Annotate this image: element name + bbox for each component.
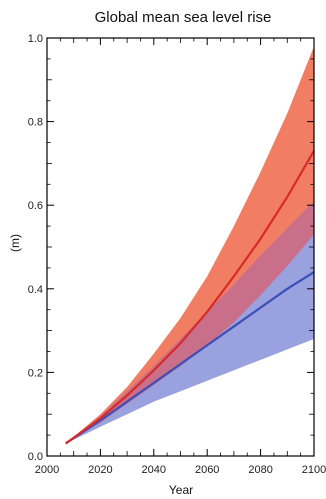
series-line-2 xyxy=(65,271,314,445)
x-tick-label: 2060 xyxy=(195,464,219,476)
y-tick-label: 0.4 xyxy=(28,284,43,296)
axes: 2000 2020 2040 2060 2080 2100 0.0 0.2 0.4 0.6 0.8 1… xyxy=(28,33,326,476)
uncertainty-band-2 xyxy=(65,201,314,444)
y-tick-label: 0.2 xyxy=(28,367,43,379)
x-tick-label: 2080 xyxy=(248,464,272,476)
uncertainty-band-1 xyxy=(65,46,314,444)
x-tick-label: 2020 xyxy=(88,464,112,476)
x-tick-label: 2100 xyxy=(302,464,326,476)
y-tick-label: 0.8 xyxy=(28,117,43,129)
y-tick-label: 1.0 xyxy=(28,33,43,45)
y-tick-label: 0.0 xyxy=(28,451,43,463)
plot-area xyxy=(65,46,314,445)
x-axis-label: Year xyxy=(169,483,193,497)
bands-group xyxy=(65,46,314,445)
x-tick-label: 2000 xyxy=(35,464,59,476)
y-axis-label: (m) xyxy=(8,234,22,252)
chart-title: Global mean sea level rise xyxy=(95,9,272,26)
y-tick-label: 0.6 xyxy=(28,200,43,212)
series-line-1 xyxy=(65,150,314,445)
x-tick-label: 2040 xyxy=(142,464,166,476)
